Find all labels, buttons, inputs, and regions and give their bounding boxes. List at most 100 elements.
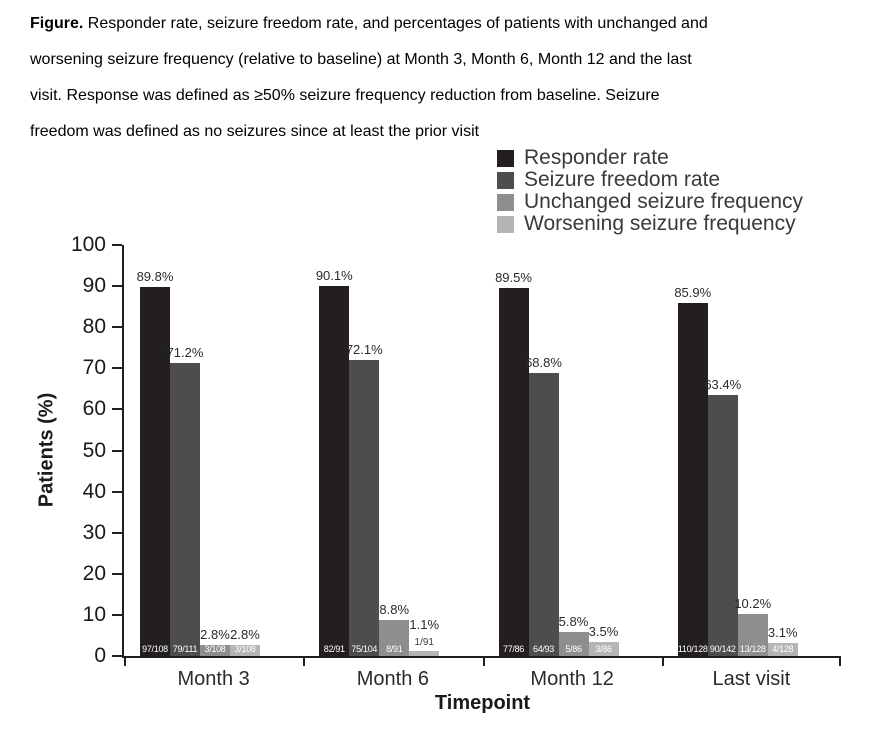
caption-text-1: Responder rate, seizure freedom rate, an… <box>87 15 708 32</box>
bar <box>349 359 380 656</box>
bar-fraction-label: 110/128 <box>677 644 708 654</box>
bar-fraction-label: 13/128 <box>739 644 766 654</box>
bar-fraction-label: 79/111 <box>172 644 198 654</box>
caption-label: Figure. <box>30 15 84 32</box>
bar-fraction-label: 90/142 <box>709 644 736 654</box>
x-category-label: Last visit <box>712 668 791 690</box>
bar-fraction-label: 82/91 <box>323 644 345 654</box>
x-axis-tick <box>839 656 841 666</box>
y-axis-tick-label: 30 <box>82 520 106 544</box>
y-axis-tick-label: 20 <box>82 561 106 585</box>
x-axis-tick <box>482 656 485 666</box>
y-axis-tick-label: 60 <box>82 397 106 421</box>
y-axis-tick-label: 50 <box>82 438 106 462</box>
bar <box>528 373 559 656</box>
bar-fraction-label: 3/108 <box>234 644 256 654</box>
legend-swatch-icon <box>497 149 514 167</box>
bar-value-label: 1.1% <box>409 617 440 633</box>
bar <box>200 644 230 656</box>
bar-fraction-label: 75/104 <box>351 644 378 654</box>
legend-item: Worsening seizure frequency <box>497 213 803 235</box>
bar <box>767 643 798 656</box>
legend-label: Worsening seizure frequency <box>524 212 796 235</box>
chart-legend: Responder rate Seizure freedom rate Unchan… <box>497 147 803 235</box>
legend-swatch-icon <box>497 171 514 189</box>
x-axis-tick <box>661 656 664 666</box>
bar <box>230 644 260 656</box>
legend-item: Unchanged seizure frequency <box>497 191 803 213</box>
bar-fraction-label: 64/93 <box>532 644 555 654</box>
y-axis-tick <box>112 244 122 246</box>
legend-item: Responder rate <box>497 147 803 169</box>
caption-line-3: visit. Response was defined as ≥50% seiz… <box>30 87 660 104</box>
y-axis-tick <box>112 490 122 493</box>
bar-value-label: 8.8% <box>379 601 410 617</box>
bar-value-label: 71.2% <box>166 345 204 361</box>
y-axis-tick-label: 10 <box>82 602 106 626</box>
bar-fraction-label: 77/86 <box>502 644 525 654</box>
caption-line-2: worsening seizure frequency (relative to… <box>30 51 692 68</box>
y-axis-tick <box>112 531 122 534</box>
bar <box>677 302 708 656</box>
legend-label: Unchanged seizure frequency <box>524 190 804 213</box>
legend-label: Seizure freedom rate <box>524 168 721 191</box>
y-axis-tick-label: 70 <box>82 356 106 380</box>
bar-value-label: 63.4% <box>704 377 742 393</box>
x-category-label: Month 3 <box>177 668 250 690</box>
legend-swatch-icon <box>497 193 514 211</box>
bar <box>140 286 170 656</box>
bar-fraction-label: 3/86 <box>595 644 612 654</box>
bar-fraction-label: 97/108 <box>142 644 168 654</box>
bar <box>558 632 589 656</box>
y-axis-tick <box>112 572 122 575</box>
legend-item: Seizure freedom rate <box>497 169 803 191</box>
bar-fraction-label: 5/86 <box>565 644 582 654</box>
bar <box>379 619 410 656</box>
x-category-label: Month 6 <box>356 668 429 690</box>
bar-fraction-label: 8/91 <box>386 644 403 654</box>
bar-value-label: 68.8% <box>525 355 562 371</box>
y-axis-tick <box>112 408 122 411</box>
y-axis-tick <box>112 613 122 616</box>
bar-value-label: 89.5% <box>495 270 532 286</box>
y-axis-tick-label: 40 <box>82 479 106 503</box>
bar-value-label: 2.8% <box>200 626 230 642</box>
bar <box>737 614 768 656</box>
bar <box>588 641 619 656</box>
y-axis-tick-label: 80 <box>82 315 106 339</box>
bar-value-label: 5.8% <box>558 614 589 630</box>
plot-area: 0 10 20 30 40 50 60 70 80 90 100 Month 3 Month 6 Mont… <box>71 233 841 690</box>
y-axis-tick <box>112 449 122 452</box>
bar-value-label: 10.2% <box>734 596 772 612</box>
bar-value-label: 3.5% <box>588 623 619 639</box>
x-category-label: Month 12 <box>530 668 614 690</box>
bar <box>409 651 440 656</box>
caption-line-1: Figure. Responder rate, seizure freedom … <box>30 6 842 42</box>
bar-value-label: 85.9% <box>674 284 712 300</box>
x-axis-tick <box>303 656 306 666</box>
bar <box>498 288 529 656</box>
bar-value-label: 3.1% <box>767 625 798 641</box>
y-axis-tick <box>112 367 122 370</box>
x-axis-tick <box>124 656 126 666</box>
y-axis-tick <box>112 655 122 657</box>
bar <box>170 363 200 656</box>
figure-caption: Figure. Responder rate, seizure freedom … <box>30 6 842 150</box>
bar-fraction-label: 3/108 <box>204 644 226 654</box>
y-axis-title: Patients (%) <box>35 392 58 508</box>
bar-value-label: 2.8% <box>230 626 260 642</box>
bar-value-label: 90.1% <box>315 267 353 283</box>
y-axis-tick <box>112 326 122 329</box>
bar <box>707 395 738 656</box>
x-axis-title: Timepoint <box>434 692 531 714</box>
caption-line-4: freedom was defined as no seizures since… <box>30 123 480 140</box>
bar-fraction-label: 4/128 <box>772 644 794 654</box>
bar <box>319 285 350 656</box>
bar-value-label: 89.8% <box>136 268 174 284</box>
bar-value-label: 72.1% <box>345 341 383 357</box>
legend-swatch-icon <box>497 215 514 233</box>
y-axis-tick-label: 100 <box>70 233 106 256</box>
y-axis-tick-label: 90 <box>82 274 106 298</box>
legend-label: Responder rate <box>524 146 669 169</box>
